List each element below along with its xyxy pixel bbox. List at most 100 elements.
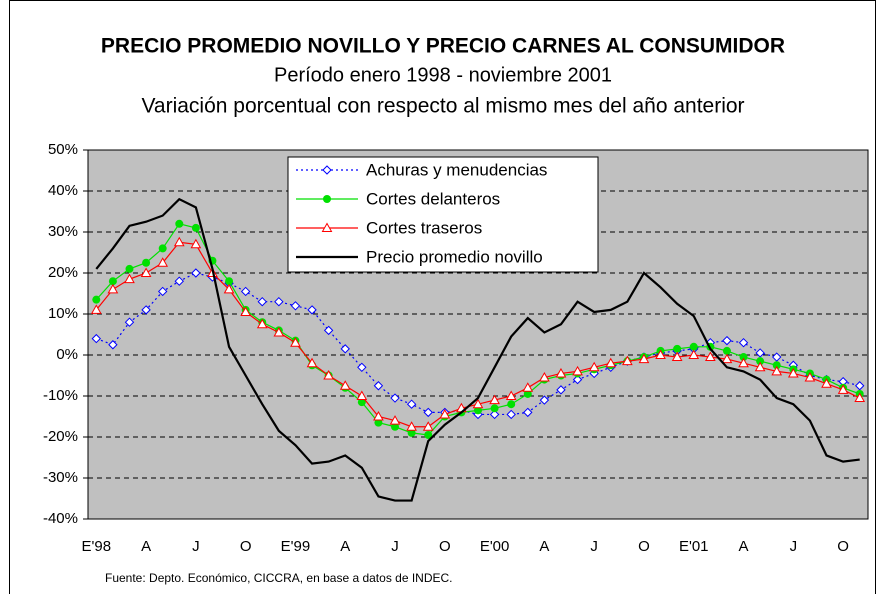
marker [223,283,235,294]
marker [689,342,698,351]
marker [225,277,234,286]
x-tick-label: J [590,538,598,555]
marker [340,344,350,354]
marker [854,381,865,391]
marker [407,428,416,437]
marker [374,418,383,427]
legend-label: Achuras y menudencias [366,160,547,179]
marker [506,409,516,420]
legend-label: Cortes traseros [366,218,482,237]
marker [673,344,682,353]
marker [755,348,765,358]
marker [474,406,482,415]
marker [439,408,451,419]
marker [704,351,716,362]
y-tick-label: -40% [43,510,78,527]
marker [389,415,401,425]
marker [174,276,184,286]
marker [125,264,134,273]
marker [738,357,749,368]
source-note: Fuente: Depto. Económico, CICCRA, en bas… [105,571,453,585]
marker [472,398,484,409]
marker [307,305,317,315]
marker [391,422,400,431]
y-tick-label: 0% [56,346,78,363]
legend-label: Precio promedio novillo [366,247,543,266]
x-tick-label: A [141,538,151,555]
marker [373,381,384,391]
marker [290,337,301,347]
marker [124,317,135,327]
marker [240,286,251,297]
x-tick-label: A [739,538,749,555]
marker [588,361,600,372]
marker [671,351,683,362]
marker [523,389,532,398]
marker [175,219,184,228]
marker [539,372,550,382]
marker [489,394,500,405]
marker [257,296,267,307]
marker [290,301,301,311]
marker [356,390,368,400]
x-tick-label: E'01 [679,538,709,555]
marker [323,369,334,380]
marker [837,384,849,394]
marker [306,357,318,368]
marker [754,361,766,372]
x-tick-label: O [240,538,252,555]
marker [489,409,500,420]
marker [357,398,366,407]
x-tick-label: J [192,538,200,555]
y-tick-label: 30% [48,223,78,240]
marker [572,365,583,376]
marker [721,353,733,364]
x-tick-label: O [837,538,849,555]
marker [738,337,749,348]
marker [787,367,799,378]
series-line [95,197,860,502]
legend-marker [321,222,333,232]
marker [523,407,533,418]
marker [191,268,201,278]
marker [422,421,434,431]
legend: Achuras y menudencias Cortes delanteros Co… [287,156,599,273]
marker [140,267,152,277]
marker [157,257,169,267]
legend-label: Cortes delanteros [366,189,500,208]
y-tick-label: 40% [48,182,78,199]
x-tick-label: E'00 [480,538,510,555]
marker [108,340,118,350]
x-tick-label: J [391,538,399,555]
marker [190,238,202,249]
marker [556,385,566,395]
y-tick-label: 10% [48,305,78,322]
x-tick-label: E'98 [82,538,112,555]
marker [505,390,517,400]
x-tick-label: A [340,538,350,555]
x-tick-label: O [439,538,451,555]
marker [357,362,367,373]
legend-box [287,156,599,273]
marker [605,357,617,368]
y-tick-label: -30% [43,469,78,486]
x-tick-label: J [790,538,798,555]
chart-title: PRECIO PROMEDIO NOVILLO Y PRECIO CARNES … [101,35,785,58]
chart-subtitle: Variación porcentual con respecto al mis… [141,95,744,118]
marker [90,304,102,314]
marker [256,318,268,329]
marker [273,326,285,337]
marker [157,286,168,297]
marker [572,374,583,385]
marker [804,372,816,382]
marker [638,353,650,364]
marker [722,335,732,346]
marker [555,367,567,378]
marker [771,365,783,376]
marker [739,353,748,362]
marker [772,352,782,362]
y-tick-label: -20% [43,428,78,445]
marker [423,407,433,418]
marker [507,400,516,409]
